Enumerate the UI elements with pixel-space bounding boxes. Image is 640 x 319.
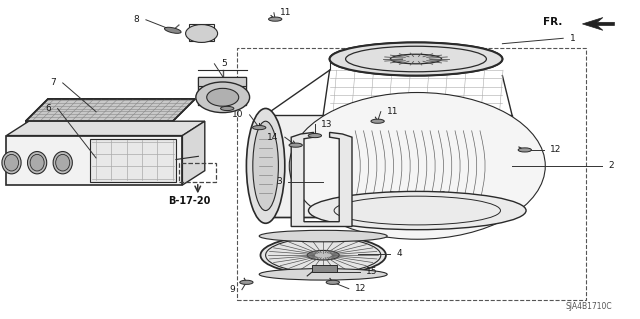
- Ellipse shape: [289, 143, 302, 147]
- Ellipse shape: [259, 269, 387, 280]
- Polygon shape: [26, 121, 173, 134]
- Ellipse shape: [186, 25, 218, 42]
- Text: 1: 1: [570, 34, 575, 43]
- Text: 11: 11: [387, 107, 399, 116]
- Text: 12: 12: [355, 284, 367, 293]
- Text: 6: 6: [45, 104, 51, 113]
- Ellipse shape: [164, 27, 181, 33]
- Text: 3: 3: [276, 177, 282, 186]
- Polygon shape: [6, 136, 182, 185]
- Ellipse shape: [330, 42, 502, 76]
- Ellipse shape: [56, 154, 70, 171]
- Ellipse shape: [240, 280, 253, 285]
- Text: 2: 2: [608, 161, 614, 170]
- Text: B-17-20: B-17-20: [168, 196, 211, 206]
- Ellipse shape: [246, 108, 285, 223]
- Text: 15: 15: [366, 267, 378, 276]
- Ellipse shape: [390, 54, 442, 64]
- Ellipse shape: [308, 191, 526, 230]
- Bar: [179, 163, 216, 182]
- Text: 13: 13: [321, 120, 333, 129]
- Ellipse shape: [269, 17, 282, 21]
- Bar: [312, 265, 337, 272]
- Ellipse shape: [4, 154, 19, 171]
- Ellipse shape: [207, 88, 239, 106]
- Text: FR.: FR.: [543, 17, 562, 27]
- Ellipse shape: [326, 280, 339, 285]
- Text: 4: 4: [397, 249, 403, 258]
- Ellipse shape: [330, 42, 502, 76]
- Ellipse shape: [308, 134, 321, 138]
- Text: 9: 9: [230, 285, 236, 294]
- Text: 8: 8: [134, 15, 140, 24]
- Ellipse shape: [2, 152, 21, 174]
- Ellipse shape: [253, 126, 266, 130]
- Ellipse shape: [253, 121, 278, 211]
- Ellipse shape: [194, 153, 203, 160]
- Text: 14: 14: [267, 133, 278, 142]
- Ellipse shape: [307, 250, 339, 260]
- Ellipse shape: [28, 152, 47, 174]
- Ellipse shape: [371, 119, 384, 123]
- Polygon shape: [90, 139, 176, 182]
- Ellipse shape: [53, 152, 72, 174]
- Bar: [198, 77, 246, 86]
- Polygon shape: [582, 18, 614, 30]
- Polygon shape: [323, 115, 512, 217]
- Bar: [198, 77, 246, 105]
- Text: 5: 5: [221, 59, 227, 68]
- Ellipse shape: [259, 230, 387, 242]
- Polygon shape: [26, 99, 195, 121]
- Ellipse shape: [518, 148, 531, 152]
- Ellipse shape: [289, 93, 545, 239]
- Text: 10: 10: [232, 110, 243, 119]
- Text: 7: 7: [51, 78, 56, 87]
- Ellipse shape: [221, 106, 234, 110]
- Text: 12: 12: [550, 145, 562, 154]
- Ellipse shape: [30, 154, 44, 171]
- Text: SJA4B1710C: SJA4B1710C: [566, 302, 612, 311]
- Text: 11: 11: [237, 94, 248, 103]
- Ellipse shape: [196, 82, 250, 113]
- Polygon shape: [291, 132, 352, 226]
- Polygon shape: [266, 115, 323, 217]
- Text: 11: 11: [280, 8, 292, 17]
- Bar: [189, 24, 214, 41]
- Ellipse shape: [260, 236, 386, 274]
- Polygon shape: [182, 121, 205, 185]
- Polygon shape: [6, 121, 205, 136]
- Bar: [237, 48, 586, 300]
